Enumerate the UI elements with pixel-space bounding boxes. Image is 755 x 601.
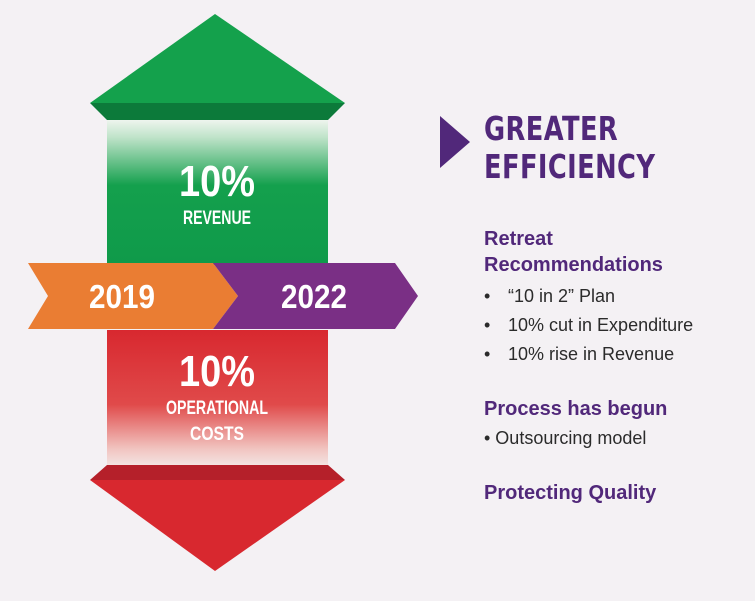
process-item: • Outsourcing model <box>484 428 647 448</box>
costs-label-line2: COSTS <box>190 424 244 445</box>
up-arrow-head <box>90 14 345 103</box>
revenue-percent: 10% <box>179 157 255 206</box>
section-heading-line2: Recommendations <box>484 254 663 276</box>
year-start: 2019 <box>89 278 155 315</box>
up-arrow-shaft <box>107 120 328 265</box>
play-triangle-icon <box>440 116 470 168</box>
down-arrow <box>90 330 345 571</box>
up-arrow-head-base <box>90 103 345 120</box>
timeline-segment-2022 <box>213 263 418 329</box>
up-arrow <box>90 14 345 265</box>
down-arrow-head-base <box>90 465 345 480</box>
section-process-has-begun: Process has begun • Outsourcing model <box>484 396 755 453</box>
section-heading: Process has begun <box>484 398 668 420</box>
section-heading: Protecting Quality <box>484 482 657 504</box>
timeline-segment-2019 <box>28 263 238 329</box>
costs-percent: 10% <box>179 347 255 396</box>
list-item: 10% rise in Revenue <box>484 340 755 369</box>
section-heading-line1: Retreat <box>484 228 553 250</box>
efficiency-panel: GREATER EFFICIENCY Retreat Recommendatio… <box>440 108 755 504</box>
section-protecting-quality: Protecting Quality <box>484 480 755 506</box>
section-retreat-recommendations: Retreat Recommendations “10 in 2” Plan 1… <box>484 226 755 369</box>
section-heading: Retreat Recommendations <box>484 226 755 278</box>
headline-row: GREATER EFFICIENCY <box>440 108 755 198</box>
headline-line1: GREATER <box>484 109 619 148</box>
year-end: 2022 <box>281 278 347 315</box>
down-arrow-head <box>90 480 345 571</box>
down-arrow-shaft <box>107 330 328 465</box>
efficiency-diagram: 10% REVENUE 2019 2022 10% OPERATIONAL CO… <box>28 14 418 571</box>
list-item: 10% cut in Expenditure <box>484 311 755 340</box>
revenue-label: REVENUE <box>183 208 251 229</box>
list-item: “10 in 2” Plan <box>484 282 755 311</box>
costs-label-line1: OPERATIONAL <box>166 398 268 419</box>
recommendation-list: “10 in 2” Plan 10% cut in Expenditure 10… <box>484 282 755 369</box>
headline-line2: EFFICIENCY <box>484 147 656 186</box>
timeline-arrow <box>28 263 418 329</box>
headline: GREATER EFFICIENCY <box>484 110 655 186</box>
